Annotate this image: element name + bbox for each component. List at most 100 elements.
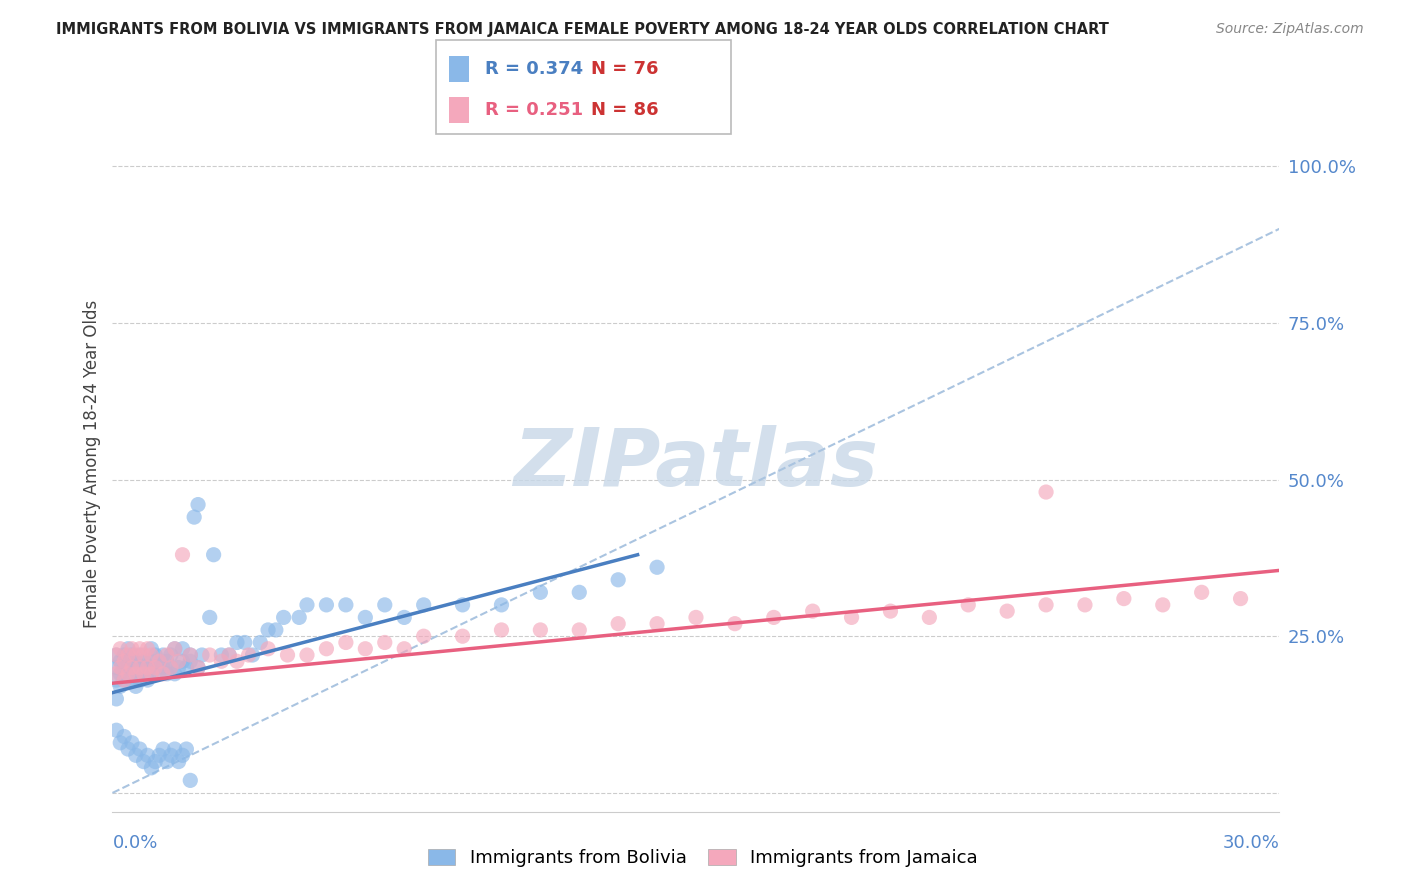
Point — [685, 610, 707, 624]
Point — [105, 723, 128, 738]
Point — [172, 548, 194, 562]
Point — [176, 660, 198, 674]
Point — [152, 648, 174, 662]
Y-axis label: Female Poverty Among 18-24 Year Olds: Female Poverty Among 18-24 Year Olds — [83, 300, 101, 628]
Point — [156, 755, 179, 769]
Point — [179, 773, 201, 788]
Point — [136, 660, 159, 674]
Point — [167, 660, 190, 674]
Point — [451, 598, 474, 612]
Point — [529, 623, 551, 637]
Point — [141, 641, 163, 656]
Point — [1035, 598, 1057, 612]
Point — [141, 666, 163, 681]
Point — [374, 635, 396, 649]
Point — [143, 755, 166, 769]
Point — [257, 641, 280, 656]
Point — [121, 641, 143, 656]
Point — [198, 648, 221, 662]
Point — [128, 673, 150, 687]
Point — [105, 648, 128, 662]
Text: N = 76: N = 76 — [591, 60, 658, 78]
Point — [125, 654, 148, 668]
Point — [226, 635, 249, 649]
Point — [295, 598, 318, 612]
Point — [110, 660, 132, 674]
Point — [112, 673, 135, 687]
Point — [132, 666, 155, 681]
Point — [112, 660, 135, 674]
Point — [172, 748, 194, 763]
Point — [179, 648, 201, 662]
Point — [128, 660, 150, 674]
Point — [136, 641, 159, 656]
Point — [121, 660, 143, 674]
Point — [117, 742, 139, 756]
Point — [354, 610, 377, 624]
Point — [156, 654, 179, 668]
Point — [112, 648, 135, 662]
Point — [136, 660, 159, 674]
Point — [132, 654, 155, 668]
Point — [163, 641, 186, 656]
Point — [117, 654, 139, 668]
Point — [132, 666, 155, 681]
Point — [1152, 598, 1174, 612]
Point — [163, 641, 186, 656]
Point — [412, 598, 434, 612]
Point — [374, 598, 396, 612]
Point — [110, 666, 132, 681]
Point — [141, 648, 163, 662]
Point — [163, 742, 186, 756]
Point — [117, 648, 139, 662]
Point — [187, 660, 209, 674]
Point — [141, 654, 163, 668]
Point — [273, 610, 295, 624]
Point — [191, 648, 214, 662]
Point — [152, 742, 174, 756]
Point — [125, 679, 148, 693]
Point — [160, 660, 183, 674]
Point — [335, 635, 357, 649]
Point — [132, 755, 155, 769]
Point — [315, 598, 337, 612]
Point — [607, 573, 630, 587]
Point — [172, 654, 194, 668]
Point — [105, 673, 128, 687]
Point — [105, 648, 128, 662]
Point — [529, 585, 551, 599]
Point — [160, 748, 183, 763]
Point — [136, 673, 159, 687]
Point — [152, 660, 174, 674]
Point — [105, 660, 128, 674]
Point — [148, 654, 170, 668]
Point — [233, 635, 256, 649]
Point — [179, 654, 201, 668]
Point — [117, 666, 139, 681]
Point — [288, 610, 311, 624]
Point — [1035, 485, 1057, 500]
Point — [315, 641, 337, 656]
Point — [1112, 591, 1135, 606]
Point — [125, 648, 148, 662]
Point — [128, 641, 150, 656]
Point — [179, 648, 201, 662]
Point — [295, 648, 318, 662]
Point — [176, 742, 198, 756]
Point — [152, 666, 174, 681]
Point — [187, 498, 209, 512]
Point — [209, 654, 232, 668]
Point — [105, 666, 128, 681]
Point — [148, 654, 170, 668]
Point — [143, 648, 166, 662]
Point — [607, 616, 630, 631]
Point — [148, 748, 170, 763]
Text: R = 0.251: R = 0.251 — [485, 101, 583, 119]
Point — [218, 648, 240, 662]
Point — [645, 616, 668, 631]
Point — [218, 648, 240, 662]
Point — [762, 610, 785, 624]
Point — [105, 692, 128, 706]
Point — [167, 755, 190, 769]
Point — [110, 654, 132, 668]
